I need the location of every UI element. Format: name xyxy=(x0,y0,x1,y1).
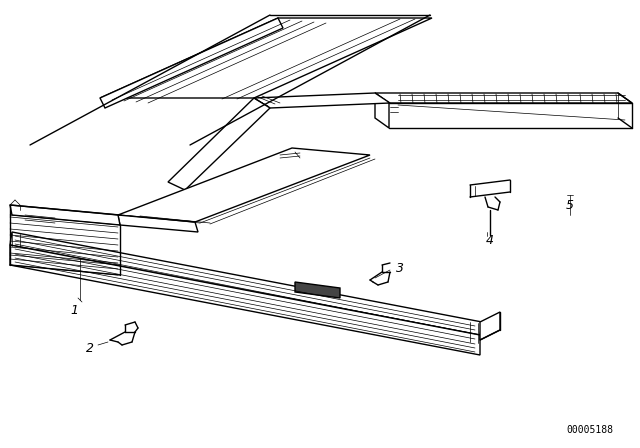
Polygon shape xyxy=(375,93,632,103)
Text: 5: 5 xyxy=(566,198,574,211)
Text: 3: 3 xyxy=(396,262,404,275)
Polygon shape xyxy=(254,93,390,108)
Text: 4: 4 xyxy=(486,233,494,246)
Polygon shape xyxy=(118,148,370,222)
Polygon shape xyxy=(10,232,482,335)
Polygon shape xyxy=(100,18,283,108)
Polygon shape xyxy=(168,98,270,190)
Polygon shape xyxy=(118,215,198,232)
Text: 1: 1 xyxy=(70,303,78,316)
Polygon shape xyxy=(480,312,500,340)
Text: 00005188: 00005188 xyxy=(566,425,614,435)
Polygon shape xyxy=(10,205,120,225)
Polygon shape xyxy=(10,245,480,355)
Polygon shape xyxy=(295,282,340,298)
Text: 2: 2 xyxy=(86,341,94,354)
Polygon shape xyxy=(375,93,389,128)
Polygon shape xyxy=(100,18,432,98)
